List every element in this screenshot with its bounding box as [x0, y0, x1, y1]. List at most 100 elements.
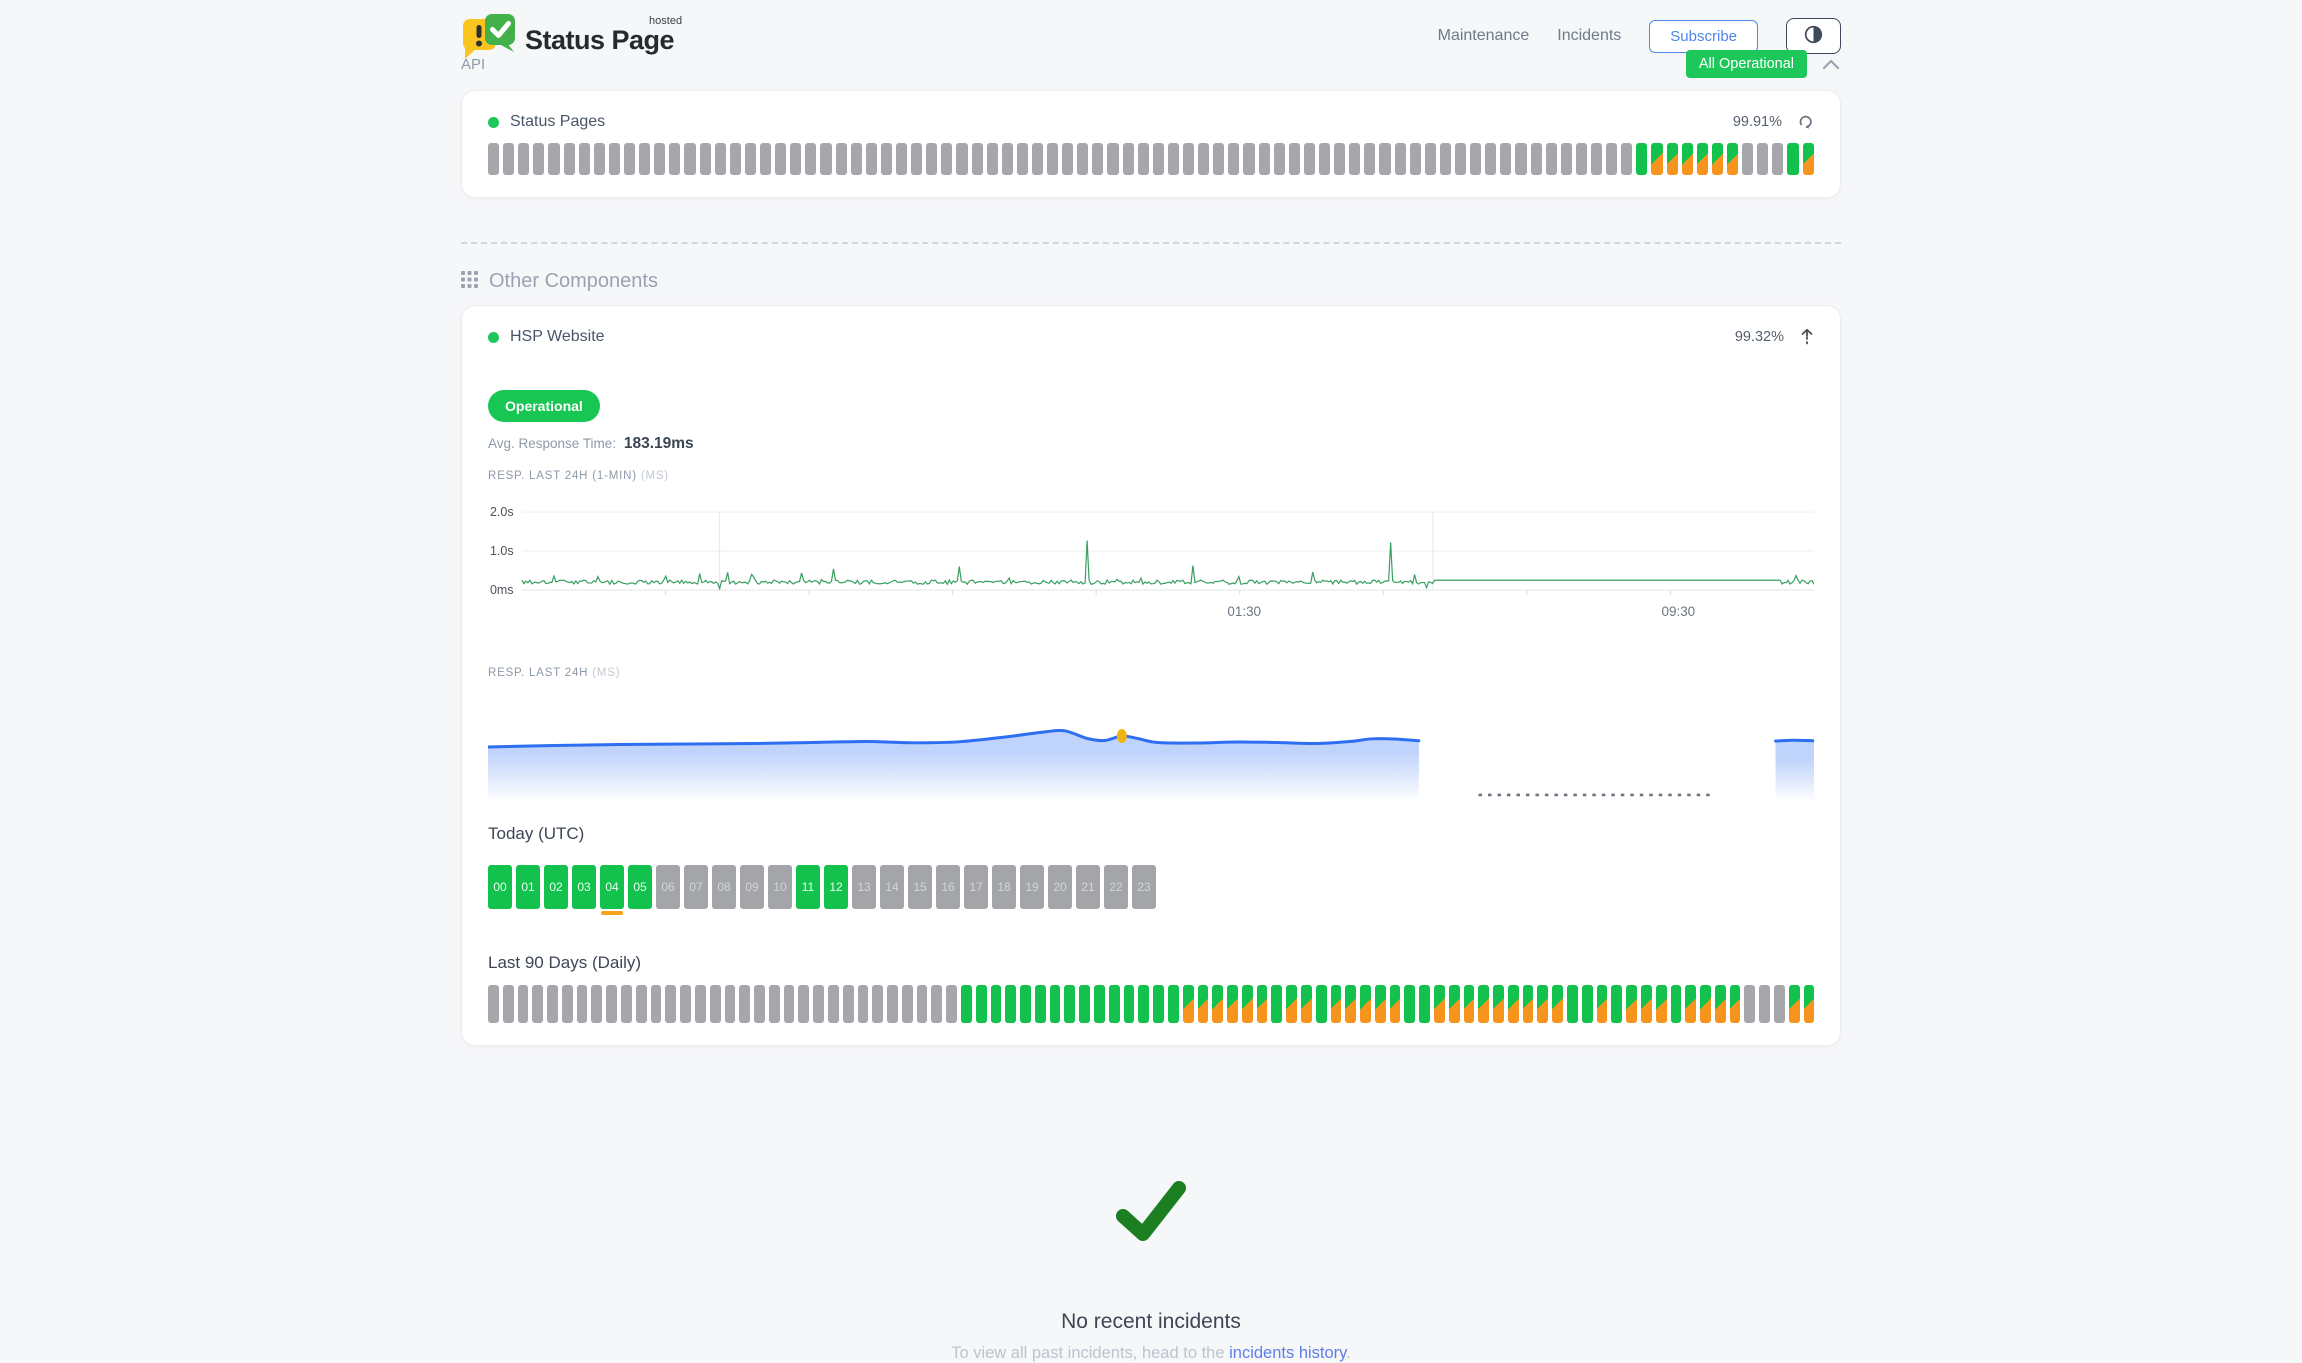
uptime-bar-up[interactable]	[1005, 985, 1017, 1023]
hour-block-06[interactable]: 06	[656, 865, 680, 909]
hour-block-01[interactable]: 01	[516, 865, 540, 909]
uptime-bar-up[interactable]	[1167, 985, 1179, 1023]
uptime-bar-up[interactable]	[1567, 985, 1578, 1023]
uptime-bar-nodata[interactable]	[754, 985, 765, 1023]
uptime-bar-nodata[interactable]	[1485, 143, 1497, 175]
uptime-bar-nodata[interactable]	[1319, 143, 1331, 175]
hour-block-02[interactable]: 02	[544, 865, 568, 909]
incidents-history-link[interactable]: incidents history	[1229, 1344, 1347, 1362]
uptime-bar-degraded[interactable]	[1212, 985, 1224, 1023]
uptime-bar-degraded[interactable]	[1389, 985, 1401, 1023]
uptime-bar-degraded[interactable]	[1714, 985, 1726, 1023]
uptime-bar-nodata[interactable]	[1303, 143, 1316, 175]
uptime-bar-nodata[interactable]	[926, 143, 938, 175]
uptime-bar-nodata[interactable]	[729, 143, 741, 175]
uptime-bar-nodata[interactable]	[669, 143, 681, 175]
uptime-bar-nodata[interactable]	[623, 143, 636, 175]
uptime-bar-degraded[interactable]	[1286, 985, 1297, 1023]
uptime-bar-degraded[interactable]	[1552, 985, 1564, 1023]
uptime-bar-up[interactable]	[1020, 985, 1031, 1023]
hour-block-19[interactable]: 19	[1020, 865, 1044, 909]
uptime-bar-up[interactable]	[1108, 985, 1120, 1023]
uptime-bar-up[interactable]	[1670, 985, 1682, 1023]
uptime-bar-nodata[interactable]	[1379, 143, 1391, 175]
uptime-bar-nodata[interactable]	[1772, 143, 1784, 175]
hour-block-16[interactable]: 16	[936, 865, 960, 909]
uptime-bar-nodata[interactable]	[1500, 143, 1512, 175]
uptime-bar-degraded[interactable]	[1507, 985, 1519, 1023]
hour-block-13[interactable]: 13	[852, 865, 876, 909]
uptime-bar-up[interactable]	[990, 985, 1002, 1023]
brand-logo[interactable]: Status Page hosted	[461, 12, 682, 69]
uptime-bar-nodata[interactable]	[561, 985, 573, 1023]
uptime-bar-nodata[interactable]	[1439, 143, 1451, 175]
hour-block-21[interactable]: 21	[1076, 865, 1100, 909]
uptime-bar-nodata[interactable]	[1047, 143, 1059, 175]
uptime-bar-nodata[interactable]	[1258, 143, 1270, 175]
uptime-bar-up[interactable]	[1153, 985, 1164, 1023]
uptime-bar-nodata[interactable]	[724, 985, 736, 1023]
uptime-bar-up[interactable]	[1079, 985, 1091, 1023]
uptime-bar-nodata[interactable]	[1122, 143, 1134, 175]
hour-block-18[interactable]: 18	[992, 865, 1016, 909]
uptime-bar-nodata[interactable]	[1455, 143, 1467, 175]
uptime-bar-degraded[interactable]	[1493, 985, 1504, 1023]
response-time-minute-chart[interactable]: 2.0s 1.0s 0ms 01:30 09:30	[488, 504, 1815, 627]
uptime-bar-degraded[interactable]	[1345, 985, 1357, 1023]
uptime-bar-nodata[interactable]	[775, 143, 787, 175]
uptime-bar-degraded[interactable]	[1788, 985, 1800, 1023]
uptime-bar-up[interactable]	[1123, 985, 1135, 1023]
uptime-bar-nodata[interactable]	[684, 143, 696, 175]
chevron-up-icon[interactable]	[1821, 57, 1841, 71]
uptime-bar-nodata[interactable]	[790, 143, 802, 175]
uptime-bar-degraded[interactable]	[1522, 985, 1534, 1023]
uptime-bar-nodata[interactable]	[639, 143, 651, 175]
uptime-bar-nodata[interactable]	[547, 985, 558, 1023]
uptime-bar-nodata[interactable]	[835, 143, 847, 175]
hour-block-14[interactable]: 14	[880, 865, 904, 909]
uptime-bar-nodata[interactable]	[1243, 143, 1255, 175]
uptime-bar-nodata[interactable]	[1213, 143, 1225, 175]
uptime-bar-degraded[interactable]	[1685, 985, 1697, 1023]
uptime-bar-nodata[interactable]	[1545, 143, 1557, 175]
uptime-bar-nodata[interactable]	[1031, 143, 1044, 175]
uptime-bar-nodata[interactable]	[548, 143, 560, 175]
uptime-bar-nodata[interactable]	[635, 985, 647, 1023]
uptime-bar-nodata[interactable]	[1470, 143, 1482, 175]
uptime-bar-up[interactable]	[961, 985, 972, 1023]
uptime-bar-up[interactable]	[1034, 985, 1046, 1023]
uptime-bar-nodata[interactable]	[578, 143, 590, 175]
uptime-bar-degraded[interactable]	[1448, 985, 1460, 1023]
uptime-bar-nodata[interactable]	[759, 143, 772, 175]
uptime-bar-nodata[interactable]	[517, 985, 529, 1023]
uptime-bar-nodata[interactable]	[1077, 143, 1089, 175]
uptime-bar-up[interactable]	[1138, 985, 1150, 1023]
uptime-bar-up[interactable]	[1064, 985, 1076, 1023]
uptime-bar-nodata[interactable]	[650, 985, 662, 1023]
uptime-bar-nodata[interactable]	[488, 143, 500, 175]
uptime-bar-nodata[interactable]	[931, 985, 943, 1023]
uptime-bar-nodata[interactable]	[1152, 143, 1164, 175]
uptime-bar-nodata[interactable]	[563, 143, 575, 175]
hour-block-03[interactable]: 03	[572, 865, 596, 909]
uptime-bar-nodata[interactable]	[680, 985, 691, 1023]
uptime-bar-up[interactable]	[1049, 985, 1061, 1023]
uptime-bar-nodata[interactable]	[503, 143, 515, 175]
uptime-bar-nodata[interactable]	[1530, 143, 1542, 175]
uptime-bar-degraded[interactable]	[1434, 985, 1445, 1023]
uptime-bar-nodata[interactable]	[1167, 143, 1180, 175]
uptime-bar-degraded[interactable]	[1478, 985, 1490, 1023]
hour-block-23[interactable]: 23	[1132, 865, 1156, 909]
uptime-bar-nodata[interactable]	[916, 985, 928, 1023]
uptime-bar-degraded[interactable]	[1696, 143, 1708, 175]
uptime-bar-nodata[interactable]	[502, 985, 514, 1023]
uptime-bar-nodata[interactable]	[576, 985, 588, 1023]
uptime-bar-nodata[interactable]	[1759, 985, 1770, 1023]
uptime-bar-nodata[interactable]	[621, 985, 632, 1023]
uptime-bar-degraded[interactable]	[1726, 143, 1739, 175]
uptime-bar-nodata[interactable]	[798, 985, 810, 1023]
hour-block-12[interactable]: 12	[824, 865, 848, 909]
uptime-bar-up[interactable]	[1094, 985, 1105, 1023]
uptime-bar-up[interactable]	[1581, 985, 1593, 1023]
uptime-bar-nodata[interactable]	[842, 985, 854, 1023]
